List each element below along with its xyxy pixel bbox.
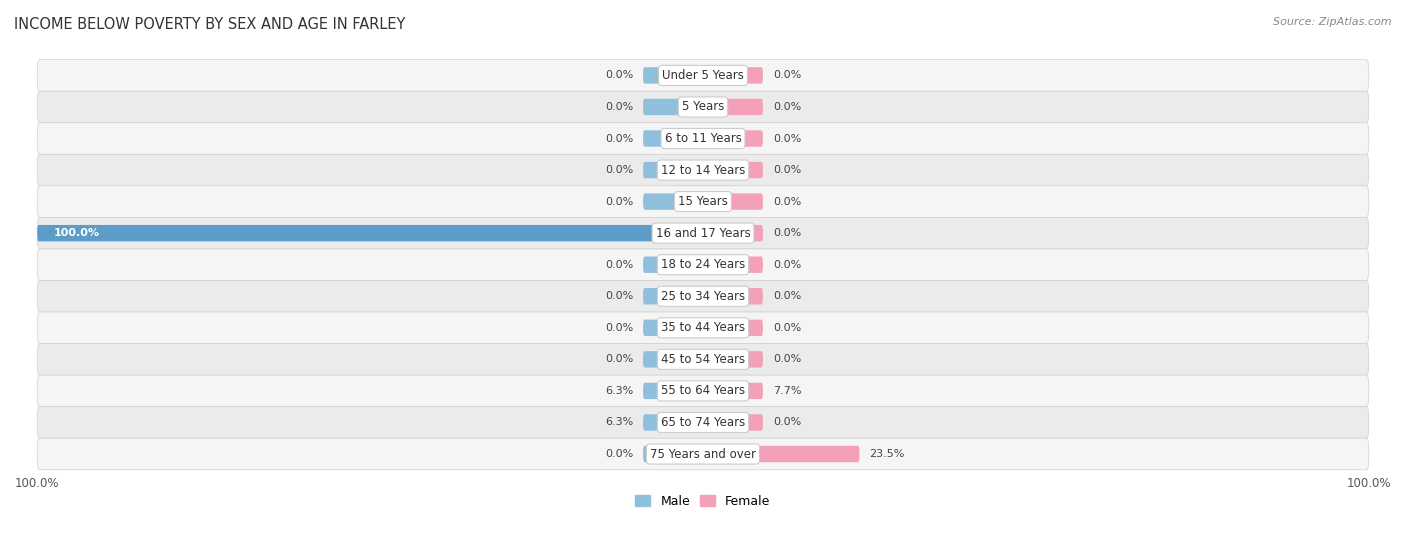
- Text: 5 Years: 5 Years: [682, 100, 724, 113]
- Text: 7.7%: 7.7%: [773, 386, 801, 396]
- Text: 0.0%: 0.0%: [773, 133, 801, 143]
- Text: 0.0%: 0.0%: [605, 102, 633, 112]
- Text: 65 to 74 Years: 65 to 74 Years: [661, 416, 745, 429]
- Text: Source: ZipAtlas.com: Source: ZipAtlas.com: [1274, 17, 1392, 27]
- Text: Under 5 Years: Under 5 Years: [662, 69, 744, 82]
- FancyBboxPatch shape: [643, 257, 703, 273]
- Text: 0.0%: 0.0%: [605, 323, 633, 333]
- Text: 12 to 14 Years: 12 to 14 Years: [661, 163, 745, 176]
- Text: 35 to 44 Years: 35 to 44 Years: [661, 321, 745, 334]
- Text: 6.3%: 6.3%: [605, 386, 633, 396]
- FancyBboxPatch shape: [643, 99, 703, 115]
- FancyBboxPatch shape: [703, 414, 763, 431]
- FancyBboxPatch shape: [703, 257, 763, 273]
- FancyBboxPatch shape: [37, 407, 1369, 438]
- FancyBboxPatch shape: [703, 351, 763, 368]
- Text: 0.0%: 0.0%: [773, 70, 801, 80]
- Text: 23.5%: 23.5%: [869, 449, 905, 459]
- FancyBboxPatch shape: [703, 320, 763, 336]
- FancyBboxPatch shape: [37, 155, 1369, 186]
- FancyBboxPatch shape: [643, 131, 703, 147]
- FancyBboxPatch shape: [37, 60, 1369, 91]
- FancyBboxPatch shape: [703, 162, 763, 178]
- FancyBboxPatch shape: [703, 446, 859, 462]
- FancyBboxPatch shape: [643, 383, 703, 399]
- Text: 75 Years and over: 75 Years and over: [650, 448, 756, 460]
- Text: 0.0%: 0.0%: [605, 449, 633, 459]
- FancyBboxPatch shape: [703, 288, 763, 305]
- FancyBboxPatch shape: [703, 194, 763, 210]
- Text: 0.0%: 0.0%: [605, 70, 633, 80]
- Text: 25 to 34 Years: 25 to 34 Years: [661, 290, 745, 303]
- Text: 0.0%: 0.0%: [605, 259, 633, 270]
- Text: 0.0%: 0.0%: [773, 102, 801, 112]
- FancyBboxPatch shape: [37, 91, 1369, 123]
- FancyBboxPatch shape: [643, 351, 703, 368]
- FancyBboxPatch shape: [703, 225, 763, 242]
- FancyBboxPatch shape: [37, 123, 1369, 155]
- FancyBboxPatch shape: [643, 67, 703, 84]
- FancyBboxPatch shape: [643, 288, 703, 305]
- FancyBboxPatch shape: [703, 383, 763, 399]
- Text: 0.0%: 0.0%: [773, 165, 801, 175]
- FancyBboxPatch shape: [703, 99, 763, 115]
- Text: 0.0%: 0.0%: [773, 291, 801, 301]
- Text: 0.0%: 0.0%: [773, 354, 801, 364]
- FancyBboxPatch shape: [37, 218, 1369, 249]
- FancyBboxPatch shape: [703, 131, 763, 147]
- Text: 6.3%: 6.3%: [605, 417, 633, 427]
- Text: 0.0%: 0.0%: [773, 228, 801, 238]
- Text: 55 to 64 Years: 55 to 64 Years: [661, 384, 745, 397]
- FancyBboxPatch shape: [37, 281, 1369, 312]
- Text: 0.0%: 0.0%: [773, 323, 801, 333]
- FancyBboxPatch shape: [37, 186, 1369, 218]
- FancyBboxPatch shape: [37, 344, 1369, 375]
- Text: 0.0%: 0.0%: [605, 291, 633, 301]
- Text: 0.0%: 0.0%: [773, 417, 801, 427]
- Text: 0.0%: 0.0%: [605, 354, 633, 364]
- Text: 0.0%: 0.0%: [773, 259, 801, 270]
- Legend: Male, Female: Male, Female: [630, 490, 776, 513]
- FancyBboxPatch shape: [37, 312, 1369, 344]
- FancyBboxPatch shape: [643, 162, 703, 178]
- FancyBboxPatch shape: [703, 67, 763, 84]
- FancyBboxPatch shape: [643, 194, 703, 210]
- Text: 100.0%: 100.0%: [53, 228, 100, 238]
- FancyBboxPatch shape: [37, 249, 1369, 281]
- FancyBboxPatch shape: [643, 446, 703, 462]
- Text: 0.0%: 0.0%: [605, 165, 633, 175]
- FancyBboxPatch shape: [643, 414, 703, 431]
- Text: 0.0%: 0.0%: [605, 133, 633, 143]
- FancyBboxPatch shape: [37, 225, 703, 242]
- Text: 0.0%: 0.0%: [605, 196, 633, 206]
- Text: 16 and 17 Years: 16 and 17 Years: [655, 227, 751, 240]
- Text: 0.0%: 0.0%: [773, 196, 801, 206]
- Text: 18 to 24 Years: 18 to 24 Years: [661, 258, 745, 271]
- FancyBboxPatch shape: [643, 320, 703, 336]
- Text: 45 to 54 Years: 45 to 54 Years: [661, 353, 745, 366]
- FancyBboxPatch shape: [37, 438, 1369, 470]
- Text: INCOME BELOW POVERTY BY SEX AND AGE IN FARLEY: INCOME BELOW POVERTY BY SEX AND AGE IN F…: [14, 17, 405, 32]
- Text: 15 Years: 15 Years: [678, 195, 728, 208]
- Text: 6 to 11 Years: 6 to 11 Years: [665, 132, 741, 145]
- FancyBboxPatch shape: [37, 375, 1369, 407]
